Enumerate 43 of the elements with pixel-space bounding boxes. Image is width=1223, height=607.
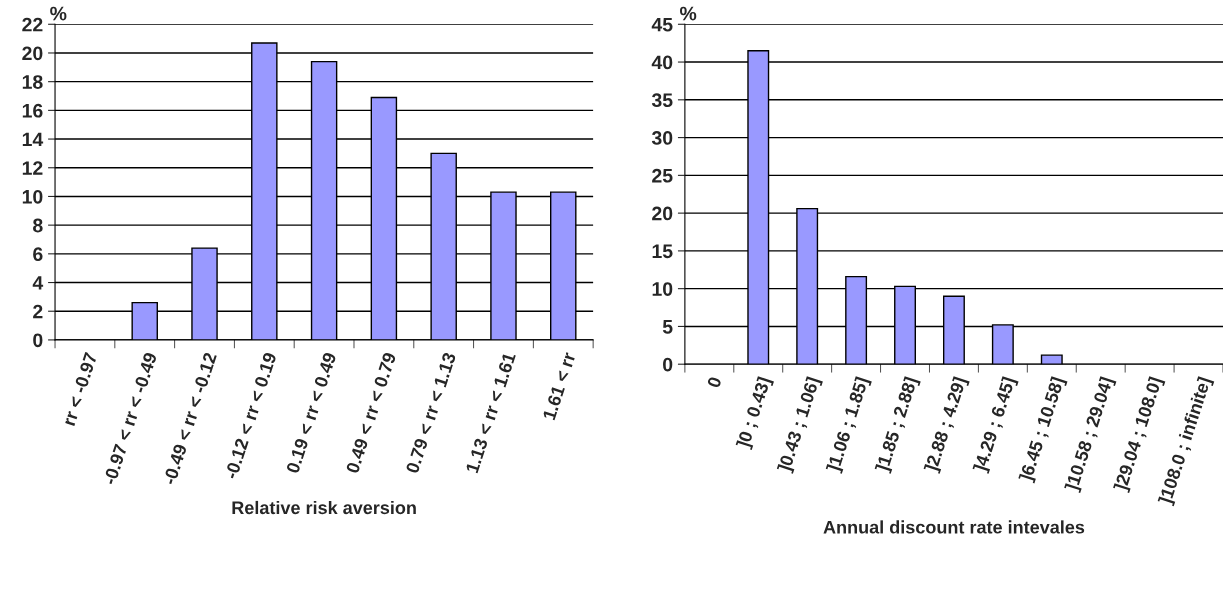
x-tick-label: 0.49 < rr < 0.79 <box>345 351 397 474</box>
y-axis-title: % <box>50 6 67 21</box>
x-tick-label: ]1.06 ; 1.85] <box>825 376 872 474</box>
x-tick-label: rr < -0.97 <box>62 351 98 427</box>
bar <box>1040 354 1063 365</box>
x-tick-label: ]6.45 ; 10.58] <box>1018 376 1068 484</box>
y-tick-label: 20 <box>22 46 43 61</box>
x-tick-label: 1.61 < rr <box>542 351 576 421</box>
y-tick-label: 10 <box>22 189 43 204</box>
y-tick-label: 30 <box>651 131 673 145</box>
y-axis-title: % <box>679 6 697 21</box>
x-axis-title: Relative risk aversion <box>232 500 416 515</box>
x-tick-label: 0 <box>706 376 722 389</box>
y-tick-label: 12 <box>22 161 43 175</box>
y-tick-label: 45 <box>651 17 673 32</box>
y-tick-label: 20 <box>652 206 673 221</box>
y-tick-label: 0 <box>33 333 43 348</box>
x-tick-label: -0.97 < rr < -0.49 <box>102 351 158 486</box>
y-tick-label: 40 <box>651 55 673 70</box>
x-tick-label: ]1.85 ; 2.88] <box>874 376 921 474</box>
y-tick-label: 8 <box>33 218 43 233</box>
x-tick-label: ]0 ; 0.43] <box>735 376 774 450</box>
x-tick-label: ]2.88 ; 4.29] <box>923 376 970 474</box>
x-axis-title: Annual discount rate intevales <box>823 520 1085 534</box>
x-tick-label: -0.12 < rr < 0.19 <box>224 351 277 480</box>
x-tick-label: ]0.43 ; 1.06] <box>776 376 823 474</box>
y-tick-label: 14 <box>22 132 44 147</box>
y-tick-label: 22 <box>22 17 43 32</box>
x-tick-label: 1.13 < rr < 1.61 <box>465 351 516 474</box>
y-tick-label: 16 <box>22 103 43 118</box>
y-tick-label: 18 <box>22 75 43 89</box>
y-tick-label: 25 <box>652 168 673 183</box>
x-tick-label: 0.19 < rr < 0.49 <box>285 351 337 474</box>
y-tick-label: 10 <box>652 282 673 296</box>
y-tick-label: 15 <box>652 244 673 259</box>
y-tick-label: 2 <box>33 304 43 319</box>
y-tick-label: 4 <box>32 276 44 290</box>
y-tick-label: 6 <box>33 247 43 262</box>
x-tick-label: ]4.29 ; 6.45] <box>972 376 1019 474</box>
y-tick-label: 35 <box>651 93 673 108</box>
y-tick-label: 5 <box>662 320 673 334</box>
x-tick-label: 0.79 < rr < 1.13 <box>405 351 457 474</box>
x-tick-label: -0.49 < rr < -0.12 <box>162 351 217 486</box>
